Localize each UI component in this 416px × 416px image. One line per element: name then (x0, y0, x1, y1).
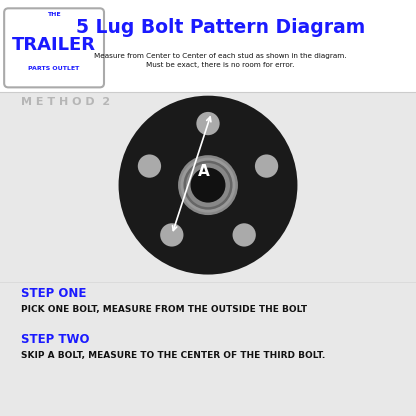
Text: PICK ONE BOLT, MEASURE FROM THE OUTSIDE THE BOLT: PICK ONE BOLT, MEASURE FROM THE OUTSIDE … (21, 305, 307, 314)
Circle shape (160, 223, 183, 247)
Text: A: A (198, 164, 210, 179)
Circle shape (233, 223, 256, 247)
FancyBboxPatch shape (4, 8, 104, 87)
Circle shape (181, 158, 235, 213)
Text: 5 Lug Bolt Pattern Diagram: 5 Lug Bolt Pattern Diagram (76, 17, 365, 37)
Text: Measure from Center to Center of each stud as shown in the diagram.
Must be exac: Measure from Center to Center of each st… (94, 53, 347, 67)
FancyBboxPatch shape (0, 0, 416, 92)
Circle shape (186, 163, 230, 207)
Text: STEP TWO: STEP TWO (21, 332, 89, 346)
Text: M E T H O D  2: M E T H O D 2 (21, 97, 110, 107)
Text: SKIP A BOLT, MEASURE TO THE CENTER OF THE THIRD BOLT.: SKIP A BOLT, MEASURE TO THE CENTER OF TH… (21, 351, 325, 360)
Text: THE: THE (47, 12, 61, 17)
Text: STEP ONE: STEP ONE (21, 287, 86, 300)
Text: PARTS OUTLET: PARTS OUTLET (28, 66, 80, 71)
Circle shape (191, 168, 225, 203)
FancyBboxPatch shape (0, 283, 416, 416)
Circle shape (178, 155, 238, 215)
Circle shape (255, 154, 278, 178)
Circle shape (138, 154, 161, 178)
Circle shape (183, 161, 233, 210)
Circle shape (119, 96, 297, 275)
Circle shape (196, 112, 220, 135)
Text: TRAILER: TRAILER (12, 35, 96, 54)
